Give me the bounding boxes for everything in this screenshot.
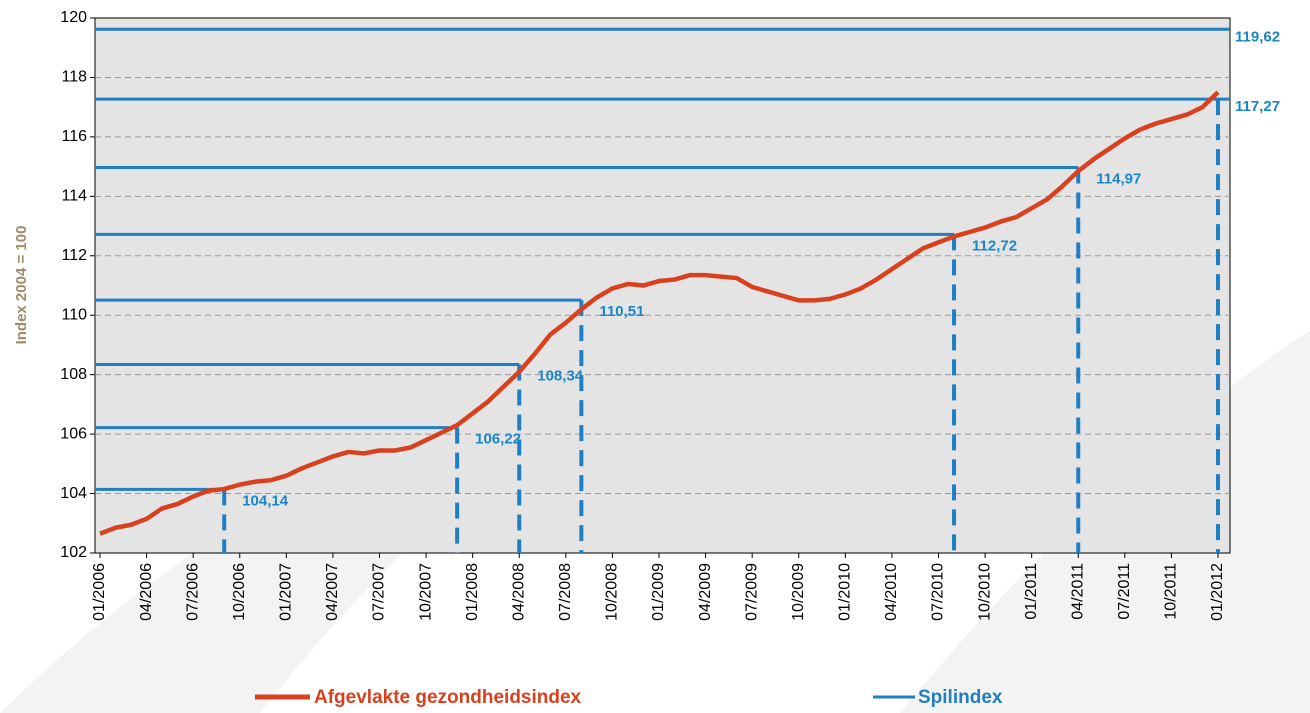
x-tick-label: 10/2009 [790, 563, 807, 621]
x-tick-label: 04/2007 [324, 563, 341, 621]
spilindex-label: 112,72 [972, 237, 1017, 254]
x-tick-label: 07/2008 [557, 563, 574, 621]
spilindex-label: 104,14 [242, 492, 289, 509]
x-tick-label: 01/2012 [1209, 563, 1226, 621]
y-tick-label: 120 [60, 9, 87, 26]
x-tick-label: 07/2006 [184, 563, 201, 621]
y-tick-label: 102 [60, 544, 87, 561]
x-tick-label: 01/2010 [837, 563, 854, 621]
x-tick-label: 01/2008 [464, 563, 481, 621]
spilindex-label: 117,27 [1235, 98, 1280, 115]
legend-label: Spilindex [918, 687, 1003, 708]
y-tick-label: 104 [60, 485, 87, 502]
y-axis-label: Index 2004 = 100 [13, 226, 30, 345]
x-tick-label: 07/2011 [1116, 563, 1133, 620]
y-tick-label: 110 [61, 306, 87, 323]
x-tick-label: 10/2006 [231, 563, 248, 621]
index-line [99, 90, 1220, 536]
x-tick-label: 10/2007 [417, 563, 434, 621]
x-tick-label: 04/2010 [883, 563, 900, 621]
spilindex-label: 110,51 [599, 303, 644, 320]
y-tick-label: 106 [60, 425, 87, 442]
x-tick-label: 10/2011 [1163, 563, 1180, 620]
y-tick-label: 116 [61, 128, 87, 145]
x-tick-label: 10/2010 [976, 563, 993, 621]
spilindex-label: 119,62 [1235, 28, 1280, 45]
x-tick-label: 04/2011 [1069, 563, 1086, 620]
legend-label: Afgevlakte gezondheidsindex [314, 687, 582, 708]
x-tick-label: 01/2007 [278, 563, 295, 621]
x-tick-label: 01/2011 [1023, 563, 1040, 620]
y-tick-label: 114 [61, 188, 87, 205]
x-tick-label: 04/2008 [510, 563, 527, 621]
spilindex-label: 108,34 [537, 368, 584, 385]
x-tick-label: 04/2006 [138, 563, 155, 621]
y-tick-label: 112 [61, 247, 87, 264]
spilindex-label: 114,97 [1096, 170, 1141, 187]
y-tick-label: 118 [61, 69, 87, 86]
y-tick-label: 108 [60, 366, 87, 383]
x-tick-label: 07/2010 [930, 563, 947, 621]
plot-area [94, 17, 1231, 554]
x-tick-label: 10/2008 [604, 563, 621, 621]
x-tick-label: 04/2009 [697, 563, 714, 621]
x-tick-label: 07/2009 [743, 563, 760, 621]
x-tick-label: 01/2006 [91, 563, 108, 621]
x-tick-label: 01/2009 [650, 563, 667, 621]
x-tick-label: 07/2007 [371, 563, 388, 621]
spilindex-label: 106,22 [475, 431, 521, 448]
